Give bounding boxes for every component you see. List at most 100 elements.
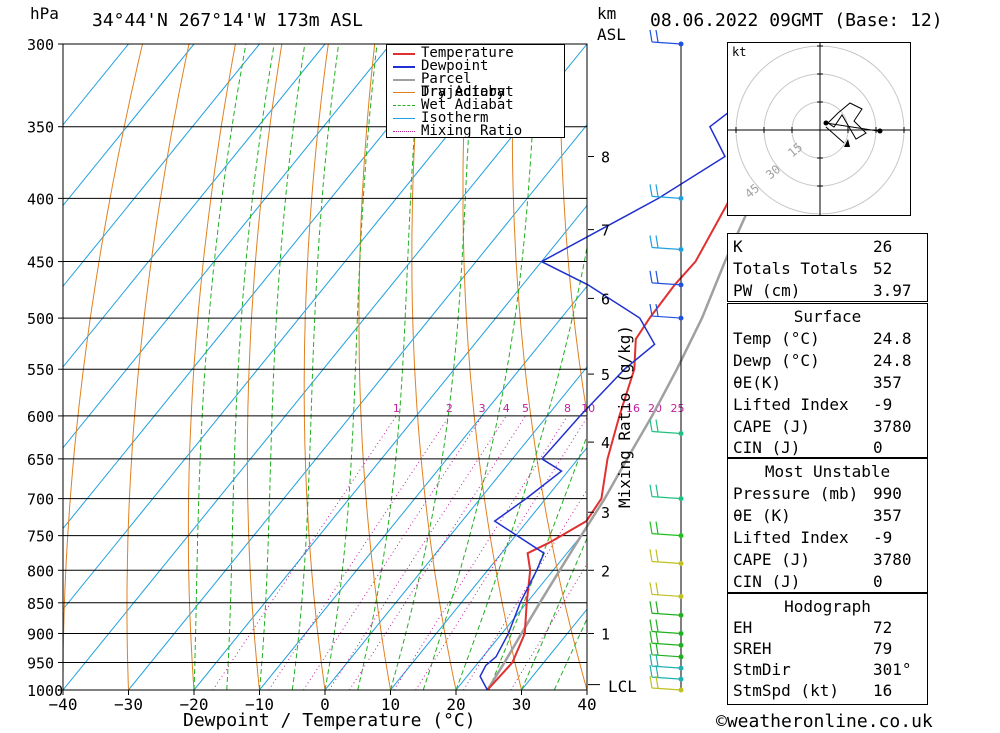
- station-location: 34°44'N 267°14'W 173m ASL: [92, 10, 363, 31]
- copyright-footer[interactable]: ©weatheronline.co.uk: [716, 711, 933, 732]
- pressure-tick-label: 800: [27, 562, 54, 580]
- mixing-ratio-line: [303, 415, 483, 690]
- legend-item-dewpoint: Dewpoint: [393, 59, 563, 73]
- mixing-ratio-line: [328, 415, 507, 690]
- hodograph-plot: [728, 43, 910, 215]
- pressure-tick-label: 550: [27, 361, 54, 379]
- mu-row-cin: CIN (J) 0: [733, 572, 883, 591]
- mu-row-pressure: Pressure (mb) 990: [733, 484, 902, 503]
- wind-barb: [649, 642, 682, 658]
- wind-barb: [649, 419, 682, 435]
- isotherm-line: [63, 44, 129, 126]
- wet-adiabat-line: [422, 44, 538, 690]
- mixing-ratio-value-label: 3: [479, 402, 486, 415]
- km-tick-label: 3: [601, 504, 610, 522]
- dry-adiabat-line: [978, 44, 1000, 690]
- x-axis-title: Dewpoint / Temperature (°C): [183, 710, 476, 731]
- surface-row-lifted: Lifted Index -9: [733, 395, 893, 414]
- isotherm-line: [455, 527, 587, 690]
- pressure-tick-label: 400: [27, 190, 54, 208]
- wind-barb: [649, 29, 682, 45]
- isotherm-line: [193, 204, 587, 690]
- km-tick-label: 2: [601, 562, 610, 580]
- wind-barb: [649, 675, 682, 691]
- isotherm-line: [63, 44, 326, 368]
- surface-title: Surface: [793, 307, 862, 326]
- wind-barb: [649, 484, 682, 500]
- x-tick-label: −10: [245, 695, 274, 714]
- hodo-row-eh: EH 72: [733, 618, 893, 637]
- pressure-tick-label: 650: [27, 451, 54, 469]
- isotherm-line: [63, 44, 587, 690]
- x-tick-label: 20: [446, 695, 465, 714]
- pressure-tick-label: 450: [27, 254, 54, 272]
- isotherm-line: [324, 366, 587, 690]
- surface-row-thetae: θE(K) 357: [733, 373, 902, 392]
- hodograph-table-title: Hodograph: [784, 597, 871, 616]
- temperature-line: [486, 43, 801, 691]
- km-tick-label: 1: [601, 625, 610, 643]
- most-unstable-title: Most Unstable: [764, 462, 891, 481]
- mixing-ratio-line: [212, 415, 397, 690]
- chart-legend: Temperature Dewpoint Parcel Trajectory D…: [386, 44, 565, 138]
- x-tick-label: 30: [512, 695, 531, 714]
- pressure-tick-label: 500: [27, 310, 54, 328]
- pressure-tick-label: 900: [27, 625, 54, 643]
- pressure-tick-label: 750: [27, 528, 54, 546]
- dry-adiabat-line: [187, 44, 236, 690]
- lcl-label: LCL: [608, 677, 637, 696]
- wind-barb: [649, 601, 682, 616]
- surface-row-cape: CAPE (J) 3780: [733, 417, 912, 436]
- wind-barb: [649, 303, 682, 319]
- most-unstable-table: Most Unstable Pressure (mb) 990 θE (K) 357…: [727, 458, 928, 593]
- mixing-ratio-value-label: 16: [626, 402, 640, 415]
- hodo-row-stmspd: StmSpd (kt) 16: [733, 681, 893, 700]
- x-tick-label: 0: [320, 695, 330, 714]
- isotherm-line: [63, 44, 195, 207]
- hodo-row-sreh: SREH 79: [733, 639, 893, 658]
- wind-barb: [649, 235, 682, 251]
- pressure-tick-label: 950: [27, 654, 54, 672]
- hodo-row-stmdir: StmDir 301°: [733, 660, 912, 679]
- dry-adiabat-line: [246, 44, 283, 690]
- km-tick-label: 5: [601, 366, 610, 384]
- dry-adiabat-line: [932, 44, 1000, 690]
- mixing-ratio-value-label: 2: [446, 402, 453, 415]
- isotherm-line: [63, 44, 260, 288]
- legend-item-wet-adiabat: Wet Adiabat: [393, 98, 563, 112]
- km-tick-label: 7: [601, 222, 610, 240]
- isotherm-line: [128, 123, 587, 690]
- wet-adiabat-line: [226, 44, 275, 690]
- dry-adiabat-line: [126, 44, 190, 690]
- isotherm-line: [63, 44, 391, 449]
- surface-row-dewp: Dewp (°C) 24.8: [733, 351, 912, 370]
- mixing-ratio-value-label: 4: [503, 402, 510, 415]
- wind-barb: [649, 549, 682, 565]
- indices-table: K 26 Totals Totals 52 PW (cm) 3.97: [727, 233, 928, 302]
- pressure-tick-label: 700: [27, 491, 54, 509]
- wet-adiabat-line: [553, 617, 587, 690]
- mu-row-lifted: Lifted Index -9: [733, 528, 893, 547]
- pressure-tick-label: 600: [27, 408, 54, 426]
- dry-adiabat-line: [63, 44, 143, 690]
- dry-adiabat-line: [511, 44, 587, 690]
- wet-adiabat-line: [357, 44, 422, 690]
- mixing-ratio-line: [268, 415, 450, 690]
- dry-adiabat-line: [358, 44, 391, 690]
- mu-row-thetae: θE (K) 357: [733, 506, 902, 525]
- wet-adiabat-line: [291, 44, 340, 690]
- x-tick-label: 40: [577, 695, 596, 714]
- mixing-ratio-value-label: 25: [670, 402, 684, 415]
- legend-item-isotherm: Isotherm: [393, 111, 563, 125]
- surface-row-temp: Temp (°C) 24.8: [733, 329, 912, 348]
- mixing-ratio-line: [510, 563, 587, 690]
- wet-adiabat-line: [259, 44, 306, 690]
- wet-adiabat-line: [521, 537, 587, 690]
- mixing-ratio-line: [348, 415, 526, 690]
- x-tick-label: −30: [114, 695, 143, 714]
- mixing-ratio-line: [393, 415, 568, 690]
- km-tick-label: 6: [601, 290, 610, 308]
- x-tick-label: 10: [381, 695, 400, 714]
- mixing-ratio-axis-title: Mixing Ratio (g/kg): [615, 324, 634, 508]
